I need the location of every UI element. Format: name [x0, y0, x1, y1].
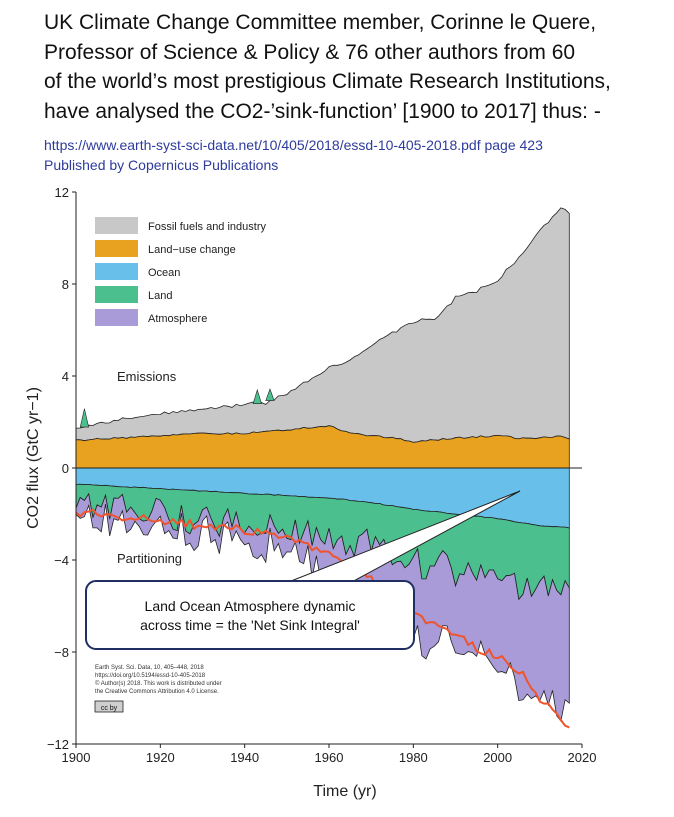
callout-text: across time = the 'Net Sink Integral' [140, 617, 360, 633]
land-source-spike [252, 388, 262, 404]
legend-swatch [95, 286, 138, 303]
x-tick-label: 1980 [399, 750, 428, 765]
y-tick-label: 0 [62, 461, 69, 476]
legend-swatch [95, 263, 138, 280]
x-tick-label: 1960 [315, 750, 344, 765]
x-tick-label: 2000 [483, 750, 512, 765]
citation-text: https://doi.org/10.5194/essd-10-405-2018 [95, 673, 206, 679]
headline-line: of the world’s most prestigious Climate … [44, 70, 611, 93]
budget-line [75, 508, 570, 729]
cc-license-text: cc by [101, 705, 118, 712]
x-tick-label: 1900 [62, 750, 91, 765]
citation-text: © Author(s) 2018. This work is distribut… [95, 680, 222, 687]
headline-line: UK Climate Change Committee member, Cori… [44, 11, 597, 34]
x-tick-label: 1940 [230, 750, 259, 765]
y-axis-label: CO2 flux (GtC yr−1) [25, 387, 42, 529]
y-tick-label: 8 [62, 277, 69, 292]
headline-line: have analysed the CO2-’sink-function’ [1… [44, 99, 601, 123]
y-tick-label: −4 [54, 553, 69, 568]
land-source-spike [265, 388, 275, 401]
source-publisher: Published by Copernicus Publications [44, 157, 279, 173]
legend-label: Ocean [148, 267, 180, 279]
y-tick-label: −12 [47, 737, 69, 752]
y-tick-label: −8 [54, 645, 69, 660]
citation-text: the Creative Commons Attribution 4.0 Lic… [95, 689, 219, 695]
legend-label: Fossil fuels and industry [148, 221, 266, 233]
legend-label: Atmosphere [148, 313, 207, 325]
y-tick-label: 12 [55, 185, 69, 200]
legend-swatch [95, 240, 138, 257]
callout-text: Land Ocean Atmosphere dynamic [145, 598, 356, 614]
emissions-label: Emissions [117, 369, 177, 384]
land-source-spike [79, 408, 90, 428]
x-tick-label: 1920 [146, 750, 175, 765]
callout-box [85, 580, 415, 650]
legend-swatch [95, 217, 138, 234]
legend: Fossil fuels and industry Land−use change… [95, 217, 266, 326]
cc-license-icon [94, 700, 124, 713]
source-link[interactable]: https://www.earth-syst-sci-data.net/10/4… [44, 137, 543, 153]
citation-text: Earth Syst. Sci. Data, 10, 405–448, 2018 [95, 665, 204, 671]
citation: Earth Syst. Sci. Data, 10, 405–448, 2018… [94, 665, 222, 713]
x-axis-label: Time (yr) [313, 783, 376, 800]
legend-label: Land−use change [148, 244, 236, 256]
y-tick-label: 4 [62, 369, 69, 384]
callout-pointer-join [286, 582, 350, 586]
legend-label: Land [148, 290, 172, 302]
callout: Land Ocean Atmosphere dynamic across time… [85, 490, 521, 650]
headline-line: Professor of Science & Policy & 76 other… [44, 40, 576, 64]
x-tick-label: 2020 [568, 750, 597, 765]
headline: UK Climate Change Committee member, Cori… [44, 8, 669, 126]
plot-area [75, 207, 582, 729]
partitioning-label: Partitioning [117, 551, 182, 566]
legend-swatch [95, 309, 138, 326]
